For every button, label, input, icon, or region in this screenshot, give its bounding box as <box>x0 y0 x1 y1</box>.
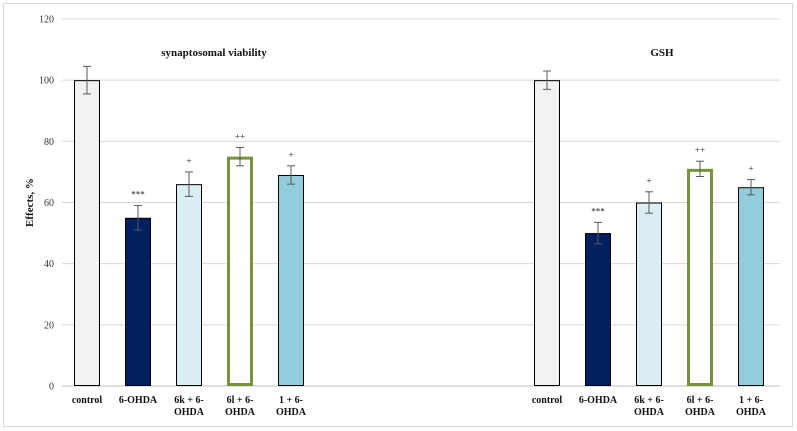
x-tick-label: OHDA <box>685 407 716 418</box>
x-tick-label: OHDA <box>276 407 307 418</box>
x-tick-label: 6l + 6- <box>687 395 714 406</box>
x-tick-label: OHDA <box>225 407 256 418</box>
y-tick-label: 40 <box>44 259 54 270</box>
significance-label: *** <box>591 206 605 216</box>
x-tick-label: OHDA <box>174 407 205 418</box>
y-tick-label: 120 <box>39 15 54 26</box>
y-tick-label: 60 <box>44 198 54 209</box>
x-tick-label: 1 + 6- <box>279 395 303 406</box>
x-tick-label: 1 + 6- <box>739 395 763 406</box>
bar <box>125 217 151 386</box>
y-tick-label: 20 <box>44 320 54 331</box>
bar <box>534 80 560 387</box>
bar <box>687 168 713 386</box>
bar <box>278 174 304 386</box>
y-axis-label: Effects, % <box>24 178 36 227</box>
group-title: synaptosomal viability <box>161 47 267 59</box>
x-tick-label: OHDA <box>634 407 665 418</box>
significance-label: *** <box>131 190 145 200</box>
x-tick-label: 6k + 6- <box>174 395 204 406</box>
significance-label: + <box>646 176 651 186</box>
significance-label: ++ <box>235 131 245 141</box>
x-tick-label: 6-OHDA <box>119 395 158 406</box>
x-tick-label: control <box>532 395 563 406</box>
x-tick-label: control <box>72 395 103 406</box>
x-tick-label: OHDA <box>736 407 767 418</box>
y-tick-label: 0 <box>49 382 54 393</box>
y-tick-label: 80 <box>44 137 54 148</box>
x-tick-label: 6k + 6- <box>634 395 664 406</box>
significance-label: + <box>186 156 191 166</box>
bar <box>585 233 611 386</box>
bar <box>227 156 253 386</box>
chart-frame <box>3 3 793 427</box>
x-tick-label: 6l + 6- <box>227 395 254 406</box>
bar <box>74 80 100 387</box>
significance-label: + <box>748 164 753 174</box>
bar <box>636 202 662 386</box>
significance-label: ++ <box>695 145 705 155</box>
group-title: GSH <box>650 47 674 59</box>
x-tick-label: 6-OHDA <box>579 395 618 406</box>
significance-label: + <box>288 150 293 160</box>
bar <box>176 184 202 386</box>
bar <box>738 187 764 386</box>
y-tick-label: 100 <box>39 76 54 87</box>
